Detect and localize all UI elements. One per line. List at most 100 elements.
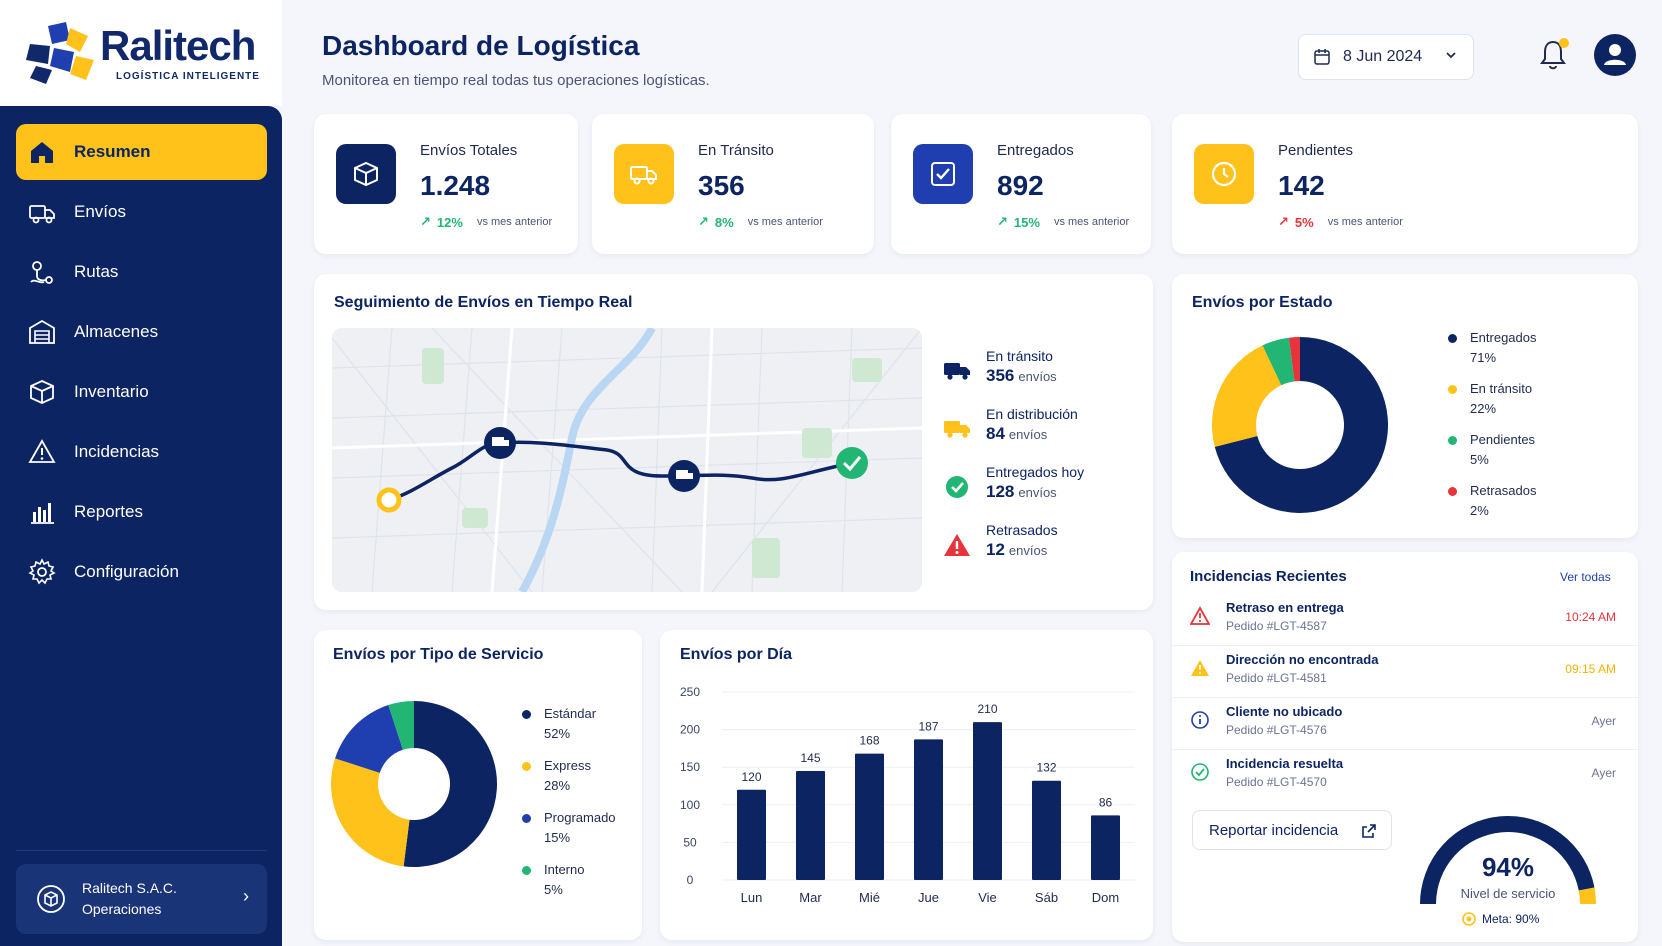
warning-icon bbox=[28, 439, 56, 463]
delivery-truck-icon bbox=[944, 421, 970, 438]
status-legend-item: Entregados 71% bbox=[1470, 328, 1537, 368]
service-legend-pct: 52% bbox=[544, 726, 571, 741]
bar-value-label: 132 bbox=[1036, 761, 1056, 775]
service-legend-item: Programado 15% bbox=[544, 808, 616, 848]
tracking-legend-value: 128 bbox=[986, 482, 1015, 501]
kpi-delta-row: ↗ 8% vs mes anterior bbox=[698, 214, 823, 230]
kpi-delta: 8% bbox=[714, 214, 734, 230]
status-chart-title: Envíos por Estado bbox=[1192, 294, 1333, 311]
service-goal-text: Meta: 90% bbox=[1482, 912, 1540, 926]
y-tick-label: 150 bbox=[680, 760, 700, 774]
status-donut-slice bbox=[1262, 337, 1295, 386]
page-subtitle: Monitorea en tiempo real todas tus opera… bbox=[322, 72, 710, 89]
sidebar-item-almacenes[interactable]: Almacenes bbox=[16, 304, 267, 360]
service-donut-slice bbox=[403, 701, 498, 867]
incident-order: Pedido #LGT-4576 bbox=[1226, 723, 1327, 737]
incident-time: 10:24 AM bbox=[1565, 610, 1616, 624]
tracking-legend-title: En distribución bbox=[986, 406, 1078, 422]
bar bbox=[737, 789, 766, 880]
daily-chart-card bbox=[660, 630, 1153, 940]
kpi-value: 892 bbox=[997, 170, 1044, 201]
sidebar-item-envios[interactable]: Envíos bbox=[16, 184, 267, 240]
user-icon bbox=[1604, 44, 1626, 65]
x-tick-label: Dom bbox=[1092, 890, 1119, 905]
home-icon bbox=[31, 142, 53, 163]
view-all-link[interactable]: Ver todas bbox=[1560, 570, 1611, 584]
tracking-legend: En tránsito 356 envíos En distribución 84 env… bbox=[922, 328, 1137, 592]
kpi-delta-row: ↗ 15% vs mes anterior bbox=[997, 214, 1129, 230]
bar bbox=[973, 722, 1002, 880]
status-legend-pct: 2% bbox=[1470, 503, 1489, 518]
status-legend-item: En tránsito 22% bbox=[1470, 379, 1532, 419]
kpi-card: Pendientes 142 ↗ 5% vs mes anterior bbox=[1172, 114, 1638, 254]
bar bbox=[914, 739, 943, 880]
company-switcher[interactable]: Ralitech S.A.C. Operaciones › bbox=[16, 864, 267, 934]
tracking-legend-unit: envíos bbox=[1018, 369, 1057, 384]
bar-value-label: 187 bbox=[918, 719, 938, 733]
sidebar-item-reportes[interactable]: Reportes bbox=[16, 484, 267, 540]
bar-value-label: 86 bbox=[1099, 795, 1113, 809]
info-icon bbox=[1191, 711, 1209, 729]
sidebar-item-resumen[interactable]: Resumen bbox=[16, 124, 267, 180]
sidebar-item-label: Almacenes bbox=[74, 322, 159, 341]
incident-time: Ayer bbox=[1591, 714, 1616, 728]
sidebar-item-label: Reportes bbox=[74, 502, 143, 521]
kpi-card: Envíos Totales 1.248 ↗ 12% vs mes anterior bbox=[314, 114, 578, 254]
bell-icon[interactable] bbox=[1538, 38, 1568, 72]
status-legend-pct: 22% bbox=[1470, 401, 1497, 416]
tracking-map[interactable] bbox=[332, 328, 922, 592]
company-name: Ralitech S.A.C. bbox=[82, 880, 177, 896]
tracking-title: Seguimiento de Envíos en Tiempo Real bbox=[334, 294, 633, 311]
kpi-value: 1.248 bbox=[420, 170, 491, 201]
status-legend-dot bbox=[1448, 385, 1457, 394]
incident-row[interactable]: Retraso en entrega Pedido #LGT-4587 10:24 … bbox=[1172, 596, 1638, 646]
service-legend-dot bbox=[522, 814, 531, 823]
bar bbox=[1091, 815, 1120, 880]
status-donut bbox=[1212, 337, 1388, 513]
incident-title: Incidencia resuelta bbox=[1226, 756, 1344, 771]
service-legend-pct: 5% bbox=[544, 882, 563, 897]
kpi-compare: vs mes anterior bbox=[1053, 216, 1130, 228]
report-incident-button[interactable]: Reportar incidencia bbox=[1192, 810, 1392, 850]
daily-chart-title: Envíos por Día bbox=[680, 646, 793, 663]
tracking-legend-value: 356 bbox=[986, 366, 1015, 385]
sidebar-item-rutas[interactable]: Rutas bbox=[16, 244, 267, 300]
sidebar-item-inventario[interactable]: Inventario bbox=[16, 364, 267, 420]
kpi-icon-wrap bbox=[336, 144, 396, 204]
status-legend-label: Retrasados bbox=[1470, 483, 1537, 498]
kpi-label: Envíos Totales bbox=[420, 142, 518, 159]
service-legend-item: Interno 5% bbox=[544, 860, 584, 900]
sidebar-item-label: Resumen bbox=[74, 142, 151, 161]
kpi-delta-row: ↗ 12% vs mes anterior bbox=[420, 214, 552, 230]
status-legend-pct: 71% bbox=[1470, 350, 1497, 365]
incident-row[interactable]: Incidencia resuelta Pedido #LGT-4570 Ayer bbox=[1172, 752, 1638, 802]
sidebar-item-label: Configuración bbox=[74, 562, 179, 581]
map-canvas bbox=[332, 328, 922, 592]
report-incident-label: Reportar incidencia bbox=[1209, 821, 1339, 839]
service-goal: Meta: 90% bbox=[1462, 912, 1539, 926]
incident-row[interactable]: Dirección no encontrada Pedido #LGT-4581 0… bbox=[1172, 648, 1638, 698]
warehouse-icon bbox=[29, 319, 55, 344]
service-level-label: Nivel de servicio bbox=[1460, 886, 1556, 901]
status-legend-item: Pendientes 5% bbox=[1470, 430, 1535, 470]
target-icon bbox=[1462, 912, 1476, 926]
kpi-label: Pendientes bbox=[1278, 142, 1354, 159]
status-legend-item: Retrasados 2% bbox=[1470, 481, 1536, 521]
incidents-card bbox=[1172, 552, 1638, 942]
incident-row[interactable]: Cliente no ubicado Pedido #LGT-4576 Ayer bbox=[1172, 700, 1638, 750]
x-tick-label: Mar bbox=[799, 890, 822, 905]
y-tick-label: 250 bbox=[680, 685, 700, 699]
trend-up-icon: ↗ bbox=[1278, 214, 1289, 229]
sidebar-item-configuracion[interactable]: Configuración bbox=[16, 544, 267, 600]
date-picker[interactable]: 8 Jun 2024 bbox=[1298, 34, 1474, 80]
brand-header: Ralitech LOGÍSTICA INTELIGENTE bbox=[0, 0, 282, 106]
company-logo-icon bbox=[37, 885, 65, 913]
kpi-delta: 5% bbox=[1294, 214, 1314, 230]
status-legend-dot bbox=[1448, 487, 1457, 496]
sidebar-item-incidencias[interactable]: Incidencias bbox=[16, 424, 267, 480]
service-legend-pct: 15% bbox=[544, 830, 571, 845]
avatar[interactable] bbox=[1594, 34, 1636, 76]
status-legend-label: Pendientes bbox=[1470, 432, 1536, 447]
sidebar-item-label: Envíos bbox=[74, 202, 126, 221]
kpi-card: En Tránsito 356 ↗ 8% vs mes anterior bbox=[592, 114, 874, 254]
